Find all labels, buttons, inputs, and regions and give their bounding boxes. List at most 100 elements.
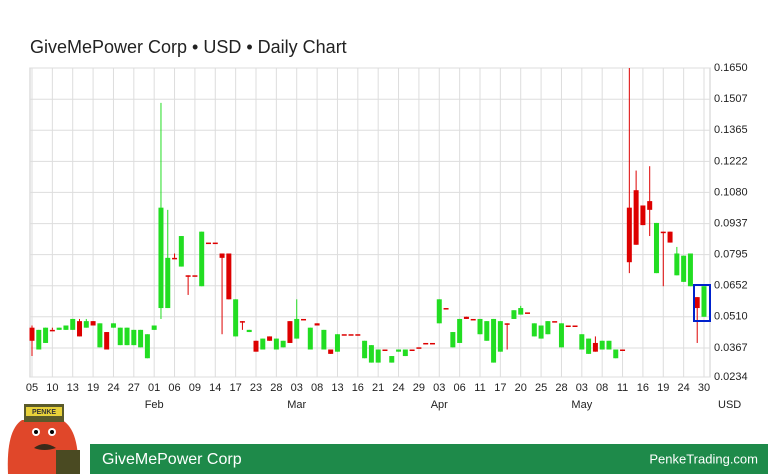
- candle-body: [491, 318, 497, 363]
- x-tick-label: 28: [555, 382, 567, 394]
- x-tick-label: 03: [433, 382, 445, 394]
- candle-body: [667, 231, 673, 243]
- candle-body: [253, 340, 259, 352]
- candle-body: [83, 321, 89, 328]
- x-tick-label: 10: [46, 382, 58, 394]
- candle-body: [545, 321, 551, 335]
- candle-body: [552, 321, 558, 323]
- candle-body: [301, 318, 307, 321]
- candle-body: [219, 253, 225, 258]
- candle-body: [362, 340, 368, 359]
- candle-body: [525, 312, 531, 314]
- candle-body: [572, 325, 578, 327]
- candle-body: [185, 275, 191, 277]
- candle-body: [470, 318, 476, 321]
- candle-body: [165, 257, 171, 309]
- candle-body: [450, 332, 456, 348]
- candle-body: [497, 321, 503, 352]
- candle-body: [592, 342, 598, 352]
- candle-body: [260, 338, 266, 350]
- y-tick-label: 0.0652: [714, 280, 748, 292]
- candle-body: [205, 242, 211, 245]
- candle-body: [348, 334, 354, 336]
- candle-body: [334, 334, 340, 352]
- candle-body: [436, 299, 442, 324]
- x-tick-label: 24: [392, 382, 404, 394]
- candle-body: [199, 231, 205, 287]
- candle-body: [239, 321, 245, 323]
- candle-body: [429, 342, 435, 345]
- x-tick-label: 09: [189, 382, 201, 394]
- month-label: Mar: [287, 399, 306, 411]
- candle-body: [97, 323, 103, 348]
- footer-name: GiveMePower Corp: [102, 451, 242, 468]
- x-tick-label: 28: [270, 382, 282, 394]
- y-tick-label: 0.1365: [714, 124, 748, 136]
- x-tick-label: 21: [372, 382, 384, 394]
- candle-body: [640, 205, 646, 226]
- x-tick-label: 19: [87, 382, 99, 394]
- unit-label: USD: [718, 399, 741, 411]
- y-tick-label: 0.1650: [714, 62, 748, 74]
- candle-body: [151, 325, 157, 330]
- x-tick-label: 29: [413, 382, 425, 394]
- candle-body: [104, 332, 110, 350]
- candle-body: [511, 310, 517, 319]
- x-tick-label: 06: [454, 382, 466, 394]
- logo-text: PENKE: [32, 409, 56, 416]
- x-tick-label: 30: [698, 382, 710, 394]
- candle-body: [287, 321, 293, 343]
- x-tick-label: 11: [617, 382, 628, 394]
- candle-body: [586, 338, 592, 354]
- month-label: Feb: [145, 399, 164, 411]
- candle-body: [681, 255, 687, 282]
- x-tick-label: 23: [250, 382, 262, 394]
- candle-body: [389, 356, 395, 363]
- candle-body: [233, 299, 239, 337]
- candle-body: [328, 349, 334, 354]
- x-tick-label: 13: [67, 382, 79, 394]
- candle-body: [701, 286, 707, 317]
- x-tick-label: 27: [128, 382, 140, 394]
- candle-body: [694, 297, 700, 309]
- candle-body: [307, 327, 313, 350]
- candle-body: [70, 318, 76, 330]
- candle-body: [423, 342, 429, 345]
- candle-body: [36, 329, 42, 350]
- x-tick-label: 03: [576, 382, 588, 394]
- candle-body: [626, 207, 632, 263]
- x-tick-label: 05: [26, 382, 38, 394]
- candle-body: [368, 345, 374, 363]
- x-tick-label: 24: [678, 382, 690, 394]
- month-label: Apr: [431, 399, 448, 411]
- x-tick-label: 25: [535, 382, 547, 394]
- x-tick-label: 01: [148, 382, 160, 394]
- candle-body: [280, 340, 286, 348]
- candle-body: [144, 334, 150, 359]
- candle-body: [443, 308, 449, 310]
- y-tick-label: 0.0510: [714, 311, 748, 323]
- x-tick-label: 17: [494, 382, 506, 394]
- x-tick-label: 16: [352, 382, 364, 394]
- candle-body: [531, 323, 537, 337]
- candle-body: [124, 327, 130, 346]
- x-tick-label: 06: [168, 382, 180, 394]
- y-tick-label: 0.0234: [714, 371, 748, 383]
- candle-body: [131, 329, 137, 346]
- candle-body: [620, 349, 626, 352]
- candle-body: [375, 349, 381, 363]
- y-tick-label: 0.0795: [714, 248, 748, 260]
- footer-site: PenkeTrading.com: [649, 451, 758, 466]
- mascot: PENKE: [7, 404, 80, 474]
- candle-body: [409, 349, 415, 352]
- candle-body: [158, 207, 164, 309]
- candle-body: [246, 329, 252, 333]
- candle-body: [653, 222, 659, 274]
- candle-body: [484, 321, 490, 341]
- x-tick-label: 08: [311, 382, 323, 394]
- y-tick-label: 0.0367: [714, 342, 748, 354]
- y-tick-label: 0.0937: [714, 217, 748, 229]
- x-tick-label: 11: [474, 382, 485, 394]
- candle-body: [558, 323, 564, 348]
